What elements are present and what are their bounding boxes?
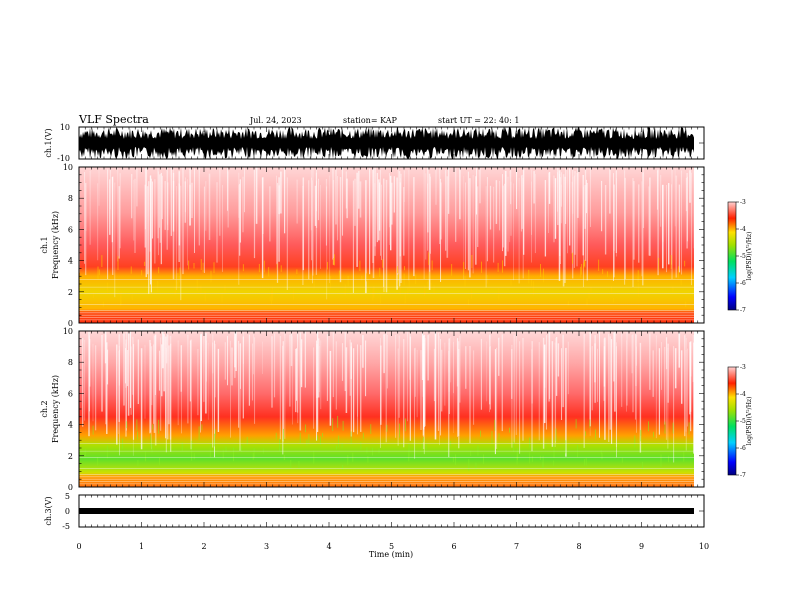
ch1-spectrogram-ytick-label: 8 <box>68 194 73 203</box>
ch1-spectrogram-ytick-label: 6 <box>68 225 73 234</box>
ch1-colorbar-gradient <box>727 201 737 311</box>
ch1-spectrogram-ytick-label: 4 <box>68 257 73 266</box>
ch2-spectrogram-ytick-label: 6 <box>68 389 73 398</box>
station-label: station= KAP <box>343 116 398 125</box>
ch3-ytick-5: 5 <box>65 492 70 501</box>
ch3-waveform-panel: 5 0 -5 ch.3(V) 0 1 2 3 4 5 6 7 8 9 10 Time (min) <box>44 492 709 559</box>
colorbar-tick-label: -6 <box>740 445 746 452</box>
ch2-spectrogram-ytick-label: 10 <box>63 327 73 336</box>
colorbar-tick-label: -7 <box>740 472 746 479</box>
colorbar-tick-label: -3 <box>740 364 746 371</box>
ch2-spectrogram-ytick-label: 8 <box>68 358 73 367</box>
colorbar-tick-label: -7 <box>740 307 746 314</box>
ch2-spectrogram-ytick-label: 0 <box>68 483 73 492</box>
ch3-ytick-0: 0 <box>65 507 70 516</box>
ch3-waveform-trace <box>79 508 694 514</box>
time-tick-label: 0 <box>76 542 81 551</box>
time-tick-label: 3 <box>264 542 269 551</box>
ch2-spectrogram-ytick-label: 2 <box>68 452 73 461</box>
ch1-spectrogram-ylabel: Frequency (kHz) <box>51 211 60 279</box>
time-tick-label: 10 <box>699 542 709 551</box>
start-time-label: start UT = 22: 40: 1 <box>438 116 519 125</box>
ch2-colorbar-ticks: -3 -4 -5 -6 -7 <box>736 364 746 479</box>
time-tick-label: 5 <box>389 542 394 551</box>
ch3-ylabel: ch.3(V) <box>44 496 53 525</box>
colorbar-tick-label: -5 <box>740 418 746 425</box>
ch2-spectrogram-panel: 0 2 4 6 8 10 ch.2 Frequency (kHz) <box>40 327 705 492</box>
time-tick-label: 7 <box>514 542 519 551</box>
ch1-spectrogram-ytick-label: 0 <box>68 319 73 328</box>
time-tick-label: 8 <box>576 542 581 551</box>
ch2-colorbar: -3 -4 -5 -6 -7 log(PSD)(V²/Hz) <box>727 364 753 479</box>
time-tick-label: 4 <box>326 542 331 551</box>
ch1-spectrogram-ytick-labels: 0 2 4 6 8 10 <box>63 163 73 328</box>
ch1-colorbar-ticks: -3 -4 -5 -6 -7 <box>736 199 746 314</box>
colorbar-tick-label: -4 <box>740 226 746 233</box>
ch3-waveform-ticks <box>78 494 705 528</box>
time-tick-label: 1 <box>139 542 144 551</box>
time-axis-label: Time (min) <box>369 550 413 559</box>
ch1-waveform-ticks <box>78 126 705 160</box>
colorbar-tick-label: -4 <box>740 391 746 398</box>
ch1-spectrogram-ticks <box>78 166 705 324</box>
time-tick-label: 6 <box>451 542 456 551</box>
ch1-ytick-top: 10 <box>60 123 70 132</box>
time-axis-tick-labels: 0 1 2 3 4 5 6 7 8 9 10 <box>76 542 709 551</box>
ch2-spectrogram-ylabel: Frequency (kHz) <box>51 375 60 443</box>
ch2-spectrogram-ylabel-channel: ch.2 <box>40 400 49 417</box>
ch1-colorbar-label: log(PSD)(V²/Hz) <box>746 232 753 281</box>
ch2-spectrogram-texture <box>79 331 695 485</box>
ch1-colorbar: -3 -4 -5 -6 -7 log(PSD)(V²/Hz) <box>727 199 753 314</box>
ch2-colorbar-label: log(PSD)(V²/Hz) <box>746 397 753 446</box>
colorbar-tick-label: -5 <box>740 253 746 260</box>
colorbar-tick-label: -3 <box>740 199 746 206</box>
ch1-ylabel: ch.1(V) <box>44 128 53 157</box>
date-label: Jul. 24, 2023 <box>249 116 302 125</box>
figure-title: VLF Spectra <box>78 113 149 126</box>
time-tick-label: 2 <box>201 542 206 551</box>
colorbar-tick-label: -6 <box>740 280 746 287</box>
ch2-spectrogram-ytick-label: 4 <box>68 421 73 430</box>
ch3-ytick-minus5: -5 <box>62 522 70 531</box>
ch1-spectrogram-texture <box>78 167 695 321</box>
ch2-colorbar-gradient <box>727 366 737 476</box>
ch1-waveform-trace <box>79 127 694 159</box>
ch1-spectrogram-ytick-label: 2 <box>68 288 73 297</box>
time-tick-label: 9 <box>639 542 644 551</box>
ch2-spectrogram-ticks <box>78 330 705 488</box>
ch1-spectrogram-ytick-label: 10 <box>63 163 73 172</box>
ch2-spectrogram-ytick-labels: 0 2 4 6 8 10 <box>63 327 73 492</box>
ch1-spectrogram-panel: 0 2 4 6 8 10 ch.1 Frequency (kHz) <box>40 163 705 328</box>
ch1-waveform-panel: 10 -10 ch.1(V) <box>44 123 705 163</box>
ch1-spectrogram-ylabel-channel: ch.1 <box>40 236 49 253</box>
ch1-ytick-bottom: -10 <box>57 154 70 163</box>
